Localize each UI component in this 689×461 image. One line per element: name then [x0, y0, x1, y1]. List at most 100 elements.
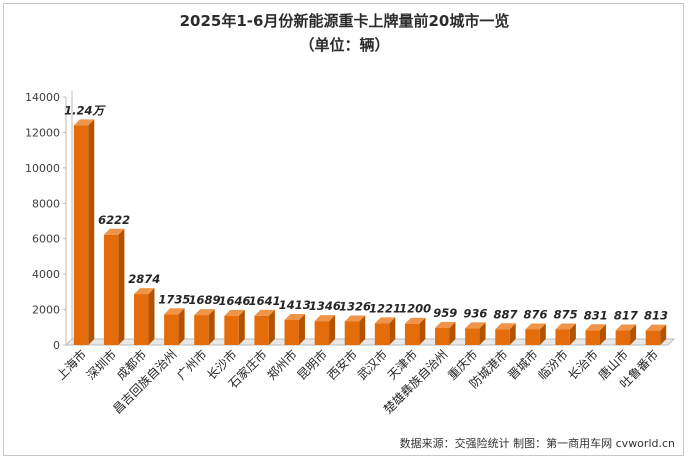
- bar: [134, 294, 149, 345]
- data-label: 875: [554, 308, 578, 322]
- x-tick-label: 西安市: [324, 347, 360, 383]
- data-label: 876: [524, 307, 548, 321]
- bar-top: [555, 323, 576, 330]
- data-label: 936: [463, 306, 487, 320]
- bar: [103, 234, 119, 345]
- bar: [344, 321, 360, 345]
- bar: [465, 328, 480, 345]
- data-label: 1689: [188, 293, 220, 307]
- chart-floor: [64, 338, 676, 346]
- bar-top: [645, 324, 667, 331]
- bar-top: [435, 322, 456, 329]
- bar: [585, 330, 600, 345]
- bar: [495, 329, 510, 345]
- data-label: 1346: [309, 299, 341, 313]
- bar: [435, 328, 450, 345]
- bar-top: [164, 308, 185, 315]
- bar-side: [509, 323, 516, 345]
- bar-top: [314, 315, 336, 322]
- bar: [314, 321, 330, 345]
- data-label: 817: [614, 309, 638, 323]
- bar: [555, 329, 570, 345]
- bar-top: [495, 323, 516, 330]
- bar: [645, 330, 661, 345]
- data-label: 887: [493, 307, 517, 321]
- y-tick-label: 8000: [32, 197, 60, 210]
- bar-top: [465, 322, 486, 329]
- bar-top: [224, 309, 245, 316]
- bar-side: [660, 324, 667, 345]
- bar: [374, 323, 390, 345]
- x-tick-label: 临汾市: [535, 347, 571, 383]
- bar-top: [585, 324, 606, 331]
- y-tick-label: 14000: [25, 91, 60, 104]
- bar-top: [254, 309, 275, 316]
- y-tick-label: 6000: [32, 233, 60, 246]
- y-tick-label: 2000: [32, 304, 60, 317]
- bar-side: [389, 317, 396, 345]
- data-label: 2874: [128, 272, 160, 286]
- bar-side: [178, 308, 185, 345]
- bar-top: [344, 315, 366, 322]
- bar: [194, 315, 209, 345]
- data-label: 6222: [98, 213, 130, 227]
- data-label: 1200: [399, 302, 431, 316]
- y-tick-label: 0: [53, 339, 60, 352]
- bar-side: [630, 324, 637, 345]
- bar: [615, 330, 631, 345]
- x-tick-label: 昆明市: [294, 347, 330, 383]
- data-label: 831: [584, 308, 608, 322]
- bar: [404, 323, 420, 345]
- bar: [525, 329, 540, 345]
- bar: [164, 314, 179, 345]
- x-tick-label: 晋城市: [505, 347, 541, 383]
- bar-top: [103, 228, 125, 235]
- x-tick-label: 广州市: [173, 347, 209, 383]
- bar: [254, 315, 269, 345]
- data-label: 813: [644, 309, 668, 323]
- bar-side: [329, 315, 336, 345]
- bar-side: [419, 317, 426, 345]
- x-tick-label: 郑州市: [264, 347, 300, 383]
- bar-side: [449, 322, 456, 345]
- y-tick-label: 12000: [25, 126, 60, 139]
- bar-side: [238, 309, 245, 345]
- bar-top: [404, 317, 426, 324]
- data-label: 1413: [279, 298, 311, 312]
- data-label: 1641: [249, 294, 281, 308]
- data-label: 1.24万: [64, 103, 106, 117]
- data-label: 1735: [158, 292, 190, 306]
- bar-top: [525, 323, 546, 330]
- bar-side: [118, 228, 125, 345]
- data-label: 1326: [339, 300, 371, 314]
- chart-title: 2025年1-6月份新能源重卡上牌量前20城市一览: [179, 12, 510, 30]
- bar-top: [615, 324, 637, 331]
- bar-top: [284, 313, 305, 320]
- bar-side: [539, 323, 546, 345]
- x-tick-label: 武汉市: [354, 347, 390, 383]
- data-label: 1646: [219, 294, 251, 308]
- y-tick-label: 4000: [32, 268, 60, 281]
- data-label: 959: [433, 306, 457, 320]
- bar-side: [148, 288, 155, 345]
- bar-top: [194, 309, 215, 316]
- x-tick-label: 长治市: [565, 347, 601, 383]
- data-label: 1221: [369, 301, 401, 315]
- bar-top: [374, 317, 396, 324]
- bar-side: [88, 119, 95, 345]
- bar-side: [359, 315, 366, 345]
- bar-side: [298, 313, 305, 345]
- bar-side: [569, 323, 576, 345]
- source-note: 数据来源：交强险统计 制图：第一商用车网 cvworld.cn: [399, 437, 675, 450]
- bar: [224, 315, 239, 345]
- bar-side: [268, 309, 275, 345]
- bar: [284, 319, 299, 345]
- bar-side: [208, 309, 215, 345]
- bar: [73, 125, 89, 345]
- bar-top: [134, 288, 155, 295]
- bar-side: [599, 324, 606, 345]
- y-tick-label: 10000: [25, 162, 60, 175]
- bar-top: [73, 119, 95, 126]
- x-tick-label: 深圳市: [83, 347, 119, 383]
